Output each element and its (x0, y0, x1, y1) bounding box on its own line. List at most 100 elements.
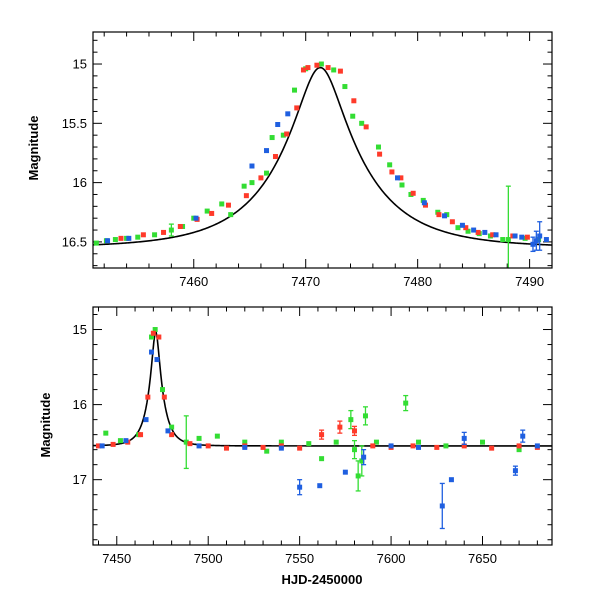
green-series (93, 61, 542, 268)
blue-data-point (123, 438, 129, 444)
green-data-point (112, 237, 118, 243)
green-data-point (352, 447, 358, 453)
green-data-point (516, 447, 522, 453)
green-data-point (355, 473, 361, 479)
green-data-point (169, 424, 175, 430)
green-data-point (168, 227, 174, 233)
blue-data-point (519, 234, 525, 240)
x-tick-label: 7500 (194, 551, 223, 566)
green-data-point (264, 170, 270, 176)
red-data-point (463, 225, 469, 231)
blue-data-point (512, 468, 518, 474)
green-data-point (241, 183, 247, 189)
red-data-point (272, 154, 278, 160)
blue-data-point (439, 503, 445, 509)
red-data-point (524, 234, 530, 240)
green-data-point (292, 87, 298, 93)
blue-data-point (537, 233, 543, 239)
y-axis-label-bottom: Magnitude (38, 393, 53, 458)
x-tick-label: 7480 (403, 274, 432, 289)
blue-data-point (395, 175, 401, 181)
blue-data-point (533, 238, 539, 244)
green-data-point (196, 435, 202, 441)
red-data-point (209, 210, 215, 216)
red-data-point (449, 219, 455, 225)
red-data-point (363, 124, 369, 130)
green-data-point (183, 439, 189, 445)
y-tick-label: 17 (73, 472, 87, 487)
y-tick-label: 15 (73, 57, 87, 72)
x-tick-label: 7460 (179, 274, 208, 289)
x-tick-label: 7490 (515, 274, 544, 289)
red-data-point (305, 65, 311, 71)
green-data-point (214, 433, 220, 439)
blue-data-point (317, 483, 323, 489)
red-data-point (150, 330, 156, 336)
red-data-point (314, 62, 320, 68)
red-data-point (258, 175, 264, 181)
blue-data-point (242, 444, 248, 450)
blue-data-point (342, 469, 348, 475)
green-data-point (399, 182, 405, 188)
blue-data-point (126, 235, 132, 241)
x-axis-label: HJD-2450000 (282, 572, 363, 587)
green-data-point (152, 232, 158, 238)
green-series (103, 327, 522, 492)
blue-data-point (154, 357, 160, 363)
y-tick-label: 15 (73, 322, 87, 337)
blue-data-point (388, 443, 394, 449)
blue-data-point (461, 435, 467, 441)
red-data-point (436, 212, 442, 218)
blue-data-point (196, 443, 202, 449)
blue-data-point (165, 428, 171, 434)
green-data-point (362, 413, 368, 419)
green-data-point (228, 212, 234, 218)
blue-data-point (442, 213, 448, 219)
blue-data-point (278, 445, 284, 451)
green-data-point (465, 228, 471, 234)
green-data-point (242, 439, 248, 445)
green-data-point (455, 225, 461, 231)
blue-data-point (482, 229, 488, 235)
blue-data-point (297, 484, 303, 490)
red-data-point (398, 175, 404, 181)
green-data-point (264, 448, 270, 454)
blue-data-point (534, 443, 540, 449)
y-axis-label-top: Magnitude (26, 116, 41, 181)
model-curve (93, 330, 552, 447)
green-data-point (149, 334, 155, 340)
green-data-point (505, 237, 511, 243)
plot-frame (92, 306, 553, 546)
green-data-point (416, 439, 422, 445)
x-tick-label: 7550 (285, 551, 314, 566)
red-data-point (187, 441, 193, 447)
green-data-point (278, 439, 284, 445)
red-data-point (169, 432, 175, 438)
red-data-point (156, 334, 162, 340)
blue-data-point (143, 417, 149, 423)
green-data-point (159, 387, 165, 393)
green-data-point (373, 439, 379, 445)
blue-data-point (99, 443, 105, 449)
green-data-point (318, 61, 324, 67)
green-data-point (152, 327, 158, 333)
green-data-point (331, 67, 337, 73)
red-data-point (351, 98, 357, 104)
model-curve (93, 66, 552, 246)
red-data-point (161, 394, 167, 400)
light-curve-full-panel: 7450 7500 7550 7600 7650 15 16 17 (73, 306, 553, 566)
blue-data-point (543, 237, 549, 243)
blue-data-point (416, 444, 422, 450)
y-tick-label: 15.5 (62, 116, 87, 131)
green-data-point (269, 135, 275, 141)
green-data-point (375, 144, 381, 150)
blue-data-point (193, 215, 199, 221)
y-tick-label: 16 (73, 397, 87, 412)
x-tick-label: 7600 (377, 551, 406, 566)
blue-data-point (512, 233, 518, 239)
green-data-point (280, 132, 286, 138)
red-data-point (145, 394, 151, 400)
red-data-point (297, 445, 303, 451)
red-data-point (161, 229, 167, 235)
blue-data-point (275, 122, 281, 128)
